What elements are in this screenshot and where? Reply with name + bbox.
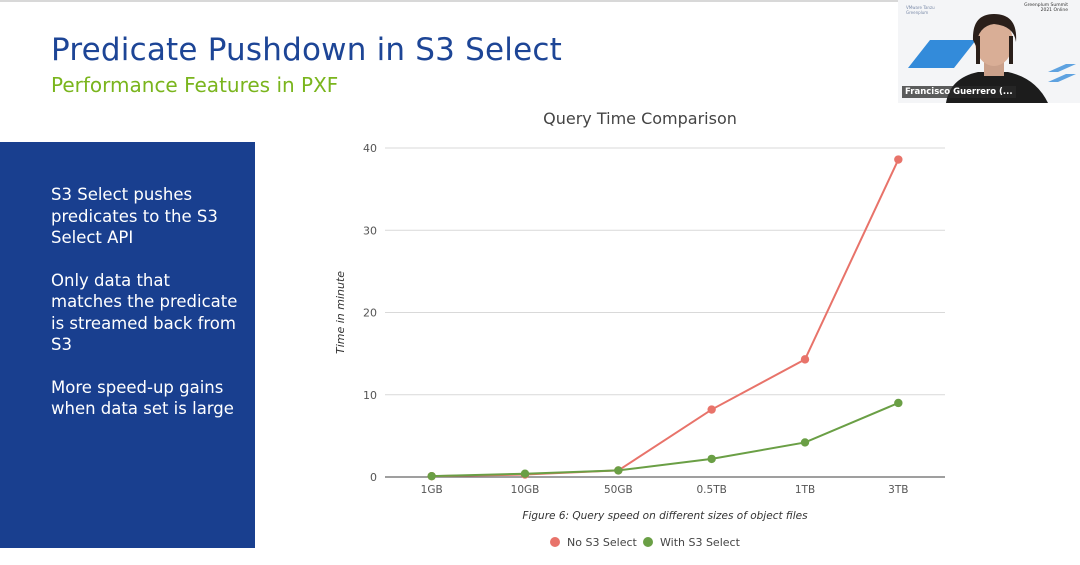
y-tick-label: 0 xyxy=(370,471,377,484)
data-point xyxy=(707,454,716,464)
logo-line: Greenplum xyxy=(906,10,929,15)
bullet-item: S3 Select pushes predicates to the S3 Se… xyxy=(51,185,218,247)
speaker-video: VMware Tanzu Greenplum Greenplum Summit … xyxy=(898,0,1080,103)
y-tick-label: 10 xyxy=(363,389,377,402)
data-point xyxy=(894,398,903,408)
bullet-list: S3 Select pushes predicates to the S3 Se… xyxy=(51,184,241,441)
logo-line: Greenplum Summit xyxy=(1024,3,1068,8)
video-logo-right: Greenplum Summit 2021 Online xyxy=(1024,3,1068,13)
legend-label: With S3 Select xyxy=(660,536,741,549)
data-point xyxy=(614,466,623,475)
data-point xyxy=(707,405,716,414)
x-tick-label: 10GB xyxy=(511,484,540,496)
x-tick-label: 50GB xyxy=(604,484,633,496)
y-tick-label: 20 xyxy=(363,307,377,320)
data-point xyxy=(800,355,810,364)
data-point xyxy=(894,155,903,164)
x-tick-label: 1TB xyxy=(795,484,815,496)
logo-line: VMware Tanzu xyxy=(906,5,935,10)
slide-subtitle: Performance Features in PXF xyxy=(51,73,339,97)
speaker-name-label: Francisco Guerrero (... xyxy=(902,86,1016,98)
logo-line: 2021 Online xyxy=(1040,8,1068,13)
query-time-chart: Query Time Comparison 0 10 20 30 40 1GB 10GB 50G… xyxy=(334,109,945,549)
legend-marker xyxy=(643,537,653,547)
series-line xyxy=(431,402,899,478)
x-tick-label: 0.5TB xyxy=(697,484,727,496)
x-tick-label: 3TB xyxy=(888,484,908,496)
bullet-item: Only data that matches the predicate is … xyxy=(51,270,238,355)
data-point xyxy=(800,438,810,447)
slide-title: Predicate Pushdown in S3 Select xyxy=(51,32,562,68)
y-tick-label: 40 xyxy=(363,142,377,155)
top-divider xyxy=(0,0,1080,2)
data-point xyxy=(520,469,530,478)
chart-caption: Figure 6: Query speed on different sizes… xyxy=(522,510,808,522)
x-tick-label: 1GB xyxy=(421,484,443,496)
series-line xyxy=(431,159,900,478)
data-point xyxy=(427,471,436,481)
bullet-item: More speed-up gains when data set is lar… xyxy=(51,377,234,419)
chart-title: Query Time Comparison xyxy=(543,109,737,128)
y-tick-label: 30 xyxy=(363,224,377,237)
bullet-panel: S3 Select pushes predicates to the S3 Se… xyxy=(0,142,255,548)
y-axis-label: Time in minute xyxy=(334,271,347,354)
chart-container: Query Time Comparison 0 10 20 30 40 1GB 10GB 50G… xyxy=(320,100,960,560)
video-logo-left: VMware Tanzu Greenplum xyxy=(906,5,935,15)
legend-label: No S3 Select xyxy=(567,536,638,549)
legend-marker xyxy=(550,537,560,547)
